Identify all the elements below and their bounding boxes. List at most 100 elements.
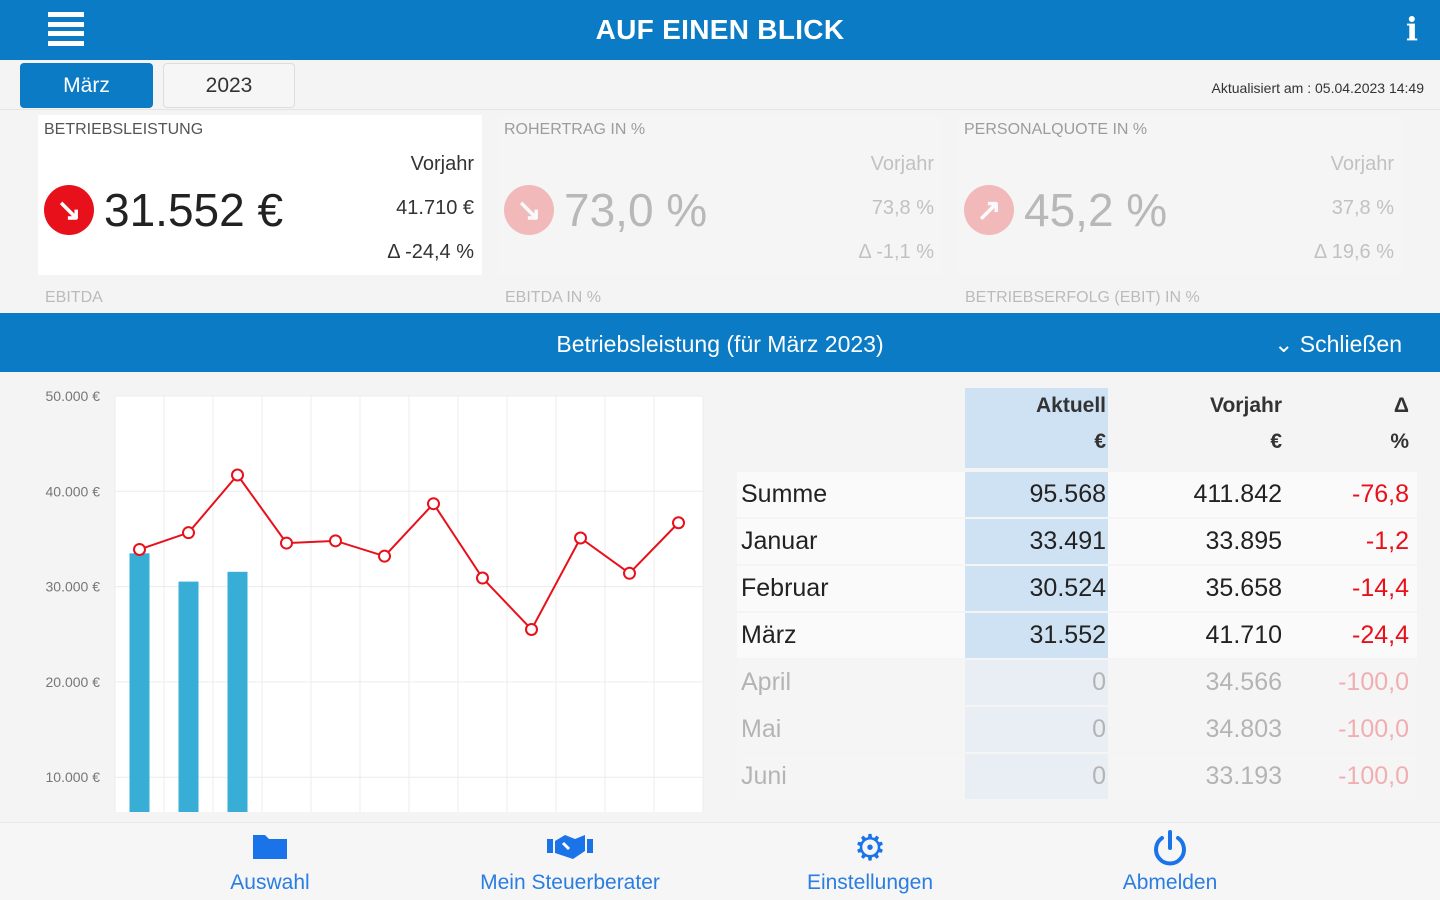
section-ebitda-percent[interactable]: EBITDA IN % — [505, 289, 602, 306]
y-tick-label: 40.000 € — [46, 483, 101, 499]
table-row: Mai 0 34.803 -100,0 — [737, 707, 1417, 752]
header-delta-label: Δ — [1393, 394, 1409, 417]
bar-märz — [227, 571, 248, 812]
nav-label: Abmelden — [1122, 871, 1218, 894]
tab-month[interactable]: März — [20, 63, 153, 108]
kpi-value: 73,0 % — [564, 184, 708, 236]
page-title: AUF EINEN BLICK — [595, 14, 845, 45]
kpi-label: BETRIEBSLEISTUNG — [44, 121, 204, 138]
point-juli — [427, 497, 440, 511]
row-label: Januar — [741, 527, 818, 555]
row-label: Juni — [741, 762, 787, 790]
handshake-icon — [440, 823, 700, 871]
power-icon — [1040, 823, 1300, 871]
nav-label: Mein Steuerberater — [480, 871, 660, 894]
table-row: Februar 30.524 35.658 -14,4 — [737, 566, 1417, 611]
cell-vorjahr: 41.710 — [1205, 621, 1282, 649]
header-vorjahr-label: Vorjahr — [1210, 394, 1282, 417]
cell-aktuell: 0 — [965, 660, 1108, 705]
y-tick-label: 10.000 € — [46, 769, 101, 785]
cell-vorjahr: 35.658 — [1205, 574, 1282, 602]
detail-header: Betriebsleistung (für März 2023) ⌄ Schli… — [0, 313, 1440, 372]
trend-down-icon: ↘ — [44, 185, 94, 235]
vorjahr-value: 73,8 % — [871, 197, 934, 219]
cell-aktuell: 33.491 — [965, 519, 1108, 564]
row-label: Summe — [741, 480, 828, 508]
point-dezember — [672, 516, 685, 530]
delta-value: Δ 19,6 % — [1313, 241, 1394, 263]
section-ebitda[interactable]: EBITDA — [45, 289, 103, 306]
tab-year[interactable]: 2023 — [163, 63, 295, 108]
vorjahr-label: Vorjahr — [410, 153, 474, 175]
cell-aktuell: 0 — [965, 707, 1108, 752]
header-delta-unit: % — [1390, 430, 1409, 453]
folder-icon — [140, 823, 400, 871]
delta-value: Δ -24,4 % — [387, 241, 474, 263]
table-row: April 0 34.566 -100,0 — [737, 660, 1417, 705]
point-märz — [231, 468, 244, 482]
y-tick-label: 50.000 € — [46, 388, 101, 404]
cell-vorjahr: 33.193 — [1205, 762, 1282, 790]
cell-delta: -14,4 — [1352, 574, 1409, 602]
header-vorjahr: Vorjahr € — [1110, 388, 1282, 468]
point-september — [525, 622, 538, 636]
row-label: Mai — [741, 715, 782, 743]
header-aktuell: Aktuell € — [965, 388, 1108, 468]
row-label: April — [741, 668, 792, 696]
header-aktuell-unit: € — [1094, 430, 1106, 453]
y-tick-label: 30.000 € — [46, 579, 101, 595]
cell-vorjahr: 411.842 — [1193, 480, 1282, 508]
cell-delta: -76,8 — [1352, 480, 1409, 508]
table-row: Januar 33.491 33.895 -1,2 — [737, 519, 1417, 564]
point-april — [280, 536, 293, 550]
vorjahr-label: Vorjahr — [1330, 153, 1394, 175]
cell-delta: -1,2 — [1365, 527, 1409, 555]
section-ebit-percent[interactable]: BETRIEBSERFOLG (EBIT) IN % — [965, 289, 1200, 306]
period-selector: März 2023 Aktualisiert am : 05.04.2023 1… — [0, 60, 1440, 110]
cell-delta: -24,4 — [1352, 621, 1409, 649]
nav-einstellungen[interactable]: ⚙ Einstellungen — [740, 823, 1000, 895]
kpi-value: 31.552 € — [104, 184, 284, 236]
cell-aktuell: 30.524 — [965, 566, 1108, 611]
cell-delta: -100,0 — [1338, 715, 1409, 743]
table-header: Aktuell € Vorjahr € Δ% — [737, 388, 1417, 468]
detail-title: Betriebsleistung (für März 2023) — [556, 331, 884, 357]
point-november — [623, 566, 636, 580]
table-row: März 31.552 41.710 -24,4 — [737, 613, 1417, 658]
betriebsleistung-chart: 50.000 € 40.000 € 30.000 € 20.000 € 10.000 € — [46, 388, 704, 812]
hamburger-icon[interactable] — [48, 12, 84, 46]
info-icon[interactable]: i — [1405, 10, 1418, 48]
cell-vorjahr: 34.803 — [1205, 715, 1282, 743]
vorjahr-value: 37,8 % — [1331, 197, 1394, 219]
close-detail-button[interactable]: ⌄ Schließen — [1274, 331, 1402, 357]
row-label: Februar — [741, 574, 829, 602]
nav-label: Auswahl — [230, 871, 310, 894]
line-vorjahr — [139, 473, 680, 632]
nav-abmelden[interactable]: Abmelden — [1040, 823, 1300, 895]
header-aktuell-label: Aktuell — [1035, 394, 1106, 417]
point-juni — [378, 549, 391, 563]
trend-up-icon: ↗ — [964, 185, 1014, 235]
cell-vorjahr: 34.566 — [1205, 668, 1282, 696]
bottom-navigation: Auswahl Mein Steuerberater ⚙ Einstellung… — [0, 822, 1440, 900]
bar-januar — [129, 553, 150, 812]
table-row: Summe 95.568 411.842 -76,8 — [737, 472, 1417, 517]
nav-steuerberater[interactable]: Mein Steuerberater — [440, 823, 700, 895]
cell-delta: -100,0 — [1338, 668, 1409, 696]
kpi-card-rohertrag[interactable]: ROHERTRAG IN % ↘ 73,0 % Vorjahr 73,8 % Δ… — [498, 115, 942, 275]
kpi-label: ROHERTRAG IN % — [504, 121, 646, 138]
gear-icon: ⚙ — [853, 828, 887, 869]
kpi-card-personalquote[interactable]: PERSONALQUOTE IN % ↗ 45,2 % Vorjahr 37,8… — [958, 115, 1402, 275]
point-januar — [133, 542, 146, 556]
cell-delta: -100,0 — [1338, 762, 1409, 790]
nav-auswahl[interactable]: Auswahl — [140, 823, 400, 895]
vorjahr-label: Vorjahr — [870, 153, 934, 175]
table-row: Juni 0 33.193 -100,0 — [737, 754, 1417, 799]
header-delta: Δ% — [1285, 388, 1413, 468]
delta-value: Δ -1,1 % — [858, 241, 934, 263]
header-vorjahr-unit: € — [1270, 430, 1282, 453]
trend-down-icon: ↘ — [504, 185, 554, 235]
bar-februar — [178, 581, 199, 812]
kpi-card-betriebsleistung[interactable]: BETRIEBSLEISTUNG ↘ 31.552 € Vorjahr 41.7… — [38, 115, 482, 275]
kpi-label: PERSONALQUOTE IN % — [964, 121, 1148, 138]
